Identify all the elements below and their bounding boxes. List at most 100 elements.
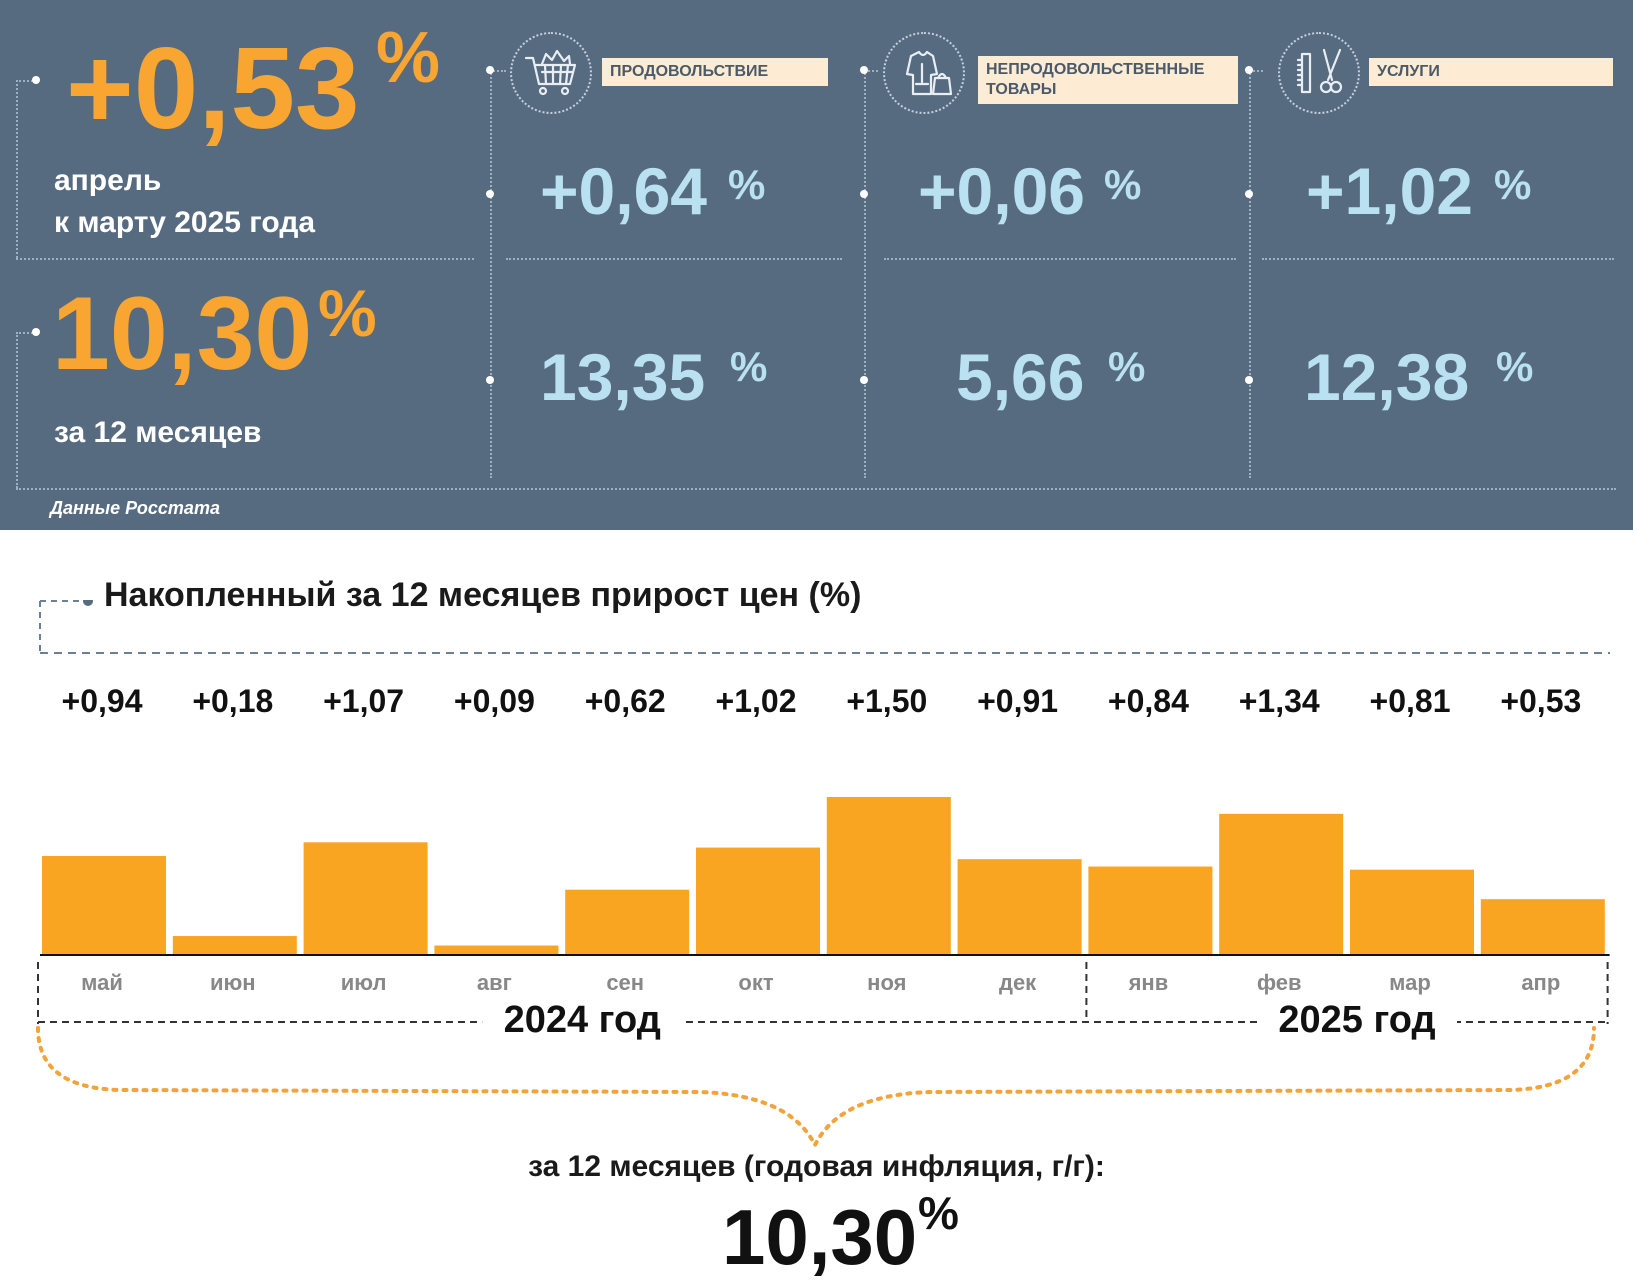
connector-line xyxy=(16,80,18,258)
food-annual-unit: % xyxy=(730,343,768,390)
bar-апр xyxy=(1480,899,1605,955)
value-label-дек: +0,91 xyxy=(977,683,1058,719)
category-label-nonfood-line1: НЕПРОДОВОЛЬСТВЕННЫЕ xyxy=(986,61,1205,78)
bar-мар xyxy=(1350,869,1474,955)
category-label-services: УСЛУГИ xyxy=(1369,58,1613,86)
connector-dot xyxy=(32,328,40,336)
value-label-окт: +1,02 xyxy=(716,683,797,719)
divider-line xyxy=(884,258,1236,260)
value-label-май: +0,94 xyxy=(62,683,143,719)
column-divider xyxy=(864,70,866,478)
value-label-янв: +0,84 xyxy=(1108,683,1189,719)
bar-июл xyxy=(303,842,428,955)
annual-total-value: 10,30 xyxy=(722,1193,918,1281)
services-monthly-value: +1,02 xyxy=(1306,154,1473,228)
month-label-июн: июн xyxy=(210,970,256,995)
monthly-label-line2: к марту 2025 года xyxy=(54,206,316,239)
divider-line xyxy=(1262,258,1614,260)
connector-line xyxy=(16,80,36,82)
data-source: Данные Росстата xyxy=(50,498,220,518)
services-annual-value: 12,38 xyxy=(1304,340,1470,414)
food-annual-value: 13,35 xyxy=(540,340,706,414)
divider-line xyxy=(16,488,1616,490)
annual-total: 10,30 % xyxy=(0,1187,1633,1281)
year-label-0: 2024 год xyxy=(504,999,661,1041)
month-label-сен: сен xyxy=(606,970,644,995)
bar-сен xyxy=(565,889,690,955)
value-label-ноя: +1,50 xyxy=(846,683,927,719)
connector-line xyxy=(1249,70,1263,72)
connector-line xyxy=(16,332,36,334)
annual-total-unit: % xyxy=(918,1187,959,1239)
connector-dot xyxy=(486,376,494,384)
connector-dot xyxy=(32,76,40,84)
month-label-мар: мар xyxy=(1389,970,1431,995)
bar-янв xyxy=(1088,866,1213,955)
bar-авг xyxy=(434,945,559,955)
food-monthly-value: +0,64 xyxy=(540,154,707,228)
year-label-bg xyxy=(1257,995,1457,1041)
annual-brace xyxy=(36,1026,1596,1150)
month-label-май: май xyxy=(81,970,123,995)
nonfood-annual-unit: % xyxy=(1108,343,1146,390)
month-label-окт: окт xyxy=(738,970,773,995)
value-label-июл: +1,07 xyxy=(323,683,404,719)
connector-line xyxy=(864,70,878,72)
month-label-июл: июл xyxy=(341,970,387,995)
connector-dot xyxy=(860,66,868,74)
value-label-сен: +0,62 xyxy=(585,683,666,719)
value-label-июн: +0,18 xyxy=(192,683,273,719)
category-label-nonfood-line2: ТОВАРЫ xyxy=(986,81,1057,98)
annual-change-unit: % xyxy=(318,276,377,350)
bar-ноя xyxy=(826,797,951,955)
nonfood-monthly-unit: % xyxy=(1104,161,1142,208)
monthly-change-unit: % xyxy=(376,18,441,98)
connector-line xyxy=(490,70,506,72)
connector-dot xyxy=(860,376,868,384)
connector-dot xyxy=(486,190,494,198)
month-label-дек: дек xyxy=(999,970,1037,995)
connector-dot xyxy=(1245,66,1253,74)
connector-line xyxy=(16,332,18,488)
services-monthly-unit: % xyxy=(1494,161,1532,208)
summary-panel: +0,53 % апрель к марту 2025 года 10,30 %… xyxy=(0,0,1633,530)
monthly-change-value: +0,53 xyxy=(66,23,360,153)
bar-дек xyxy=(957,859,1082,955)
connector-dot xyxy=(1245,190,1253,198)
value-label-мар: +0,81 xyxy=(1370,683,1451,719)
monthly-label-line1: апрель xyxy=(54,164,162,197)
nonfood-annual-value: 5,66 xyxy=(956,340,1085,414)
services-annual-unit: % xyxy=(1496,343,1534,390)
bar-фев xyxy=(1219,813,1344,955)
column-divider xyxy=(490,70,492,478)
connector-dot xyxy=(1245,376,1253,384)
divider-line xyxy=(506,258,842,260)
bar-июн xyxy=(172,936,297,955)
shopping-cart-icon xyxy=(510,32,592,114)
category-label-food: ПРОДОВОЛЬСТВИЕ xyxy=(602,58,828,86)
bar-chart: +0,94 май +0,18 июн +1,07 июл +0,09 авг +0,62 сен… xyxy=(36,600,1610,1150)
value-label-апр: +0,53 xyxy=(1500,683,1581,719)
food-monthly-unit: % xyxy=(728,161,766,208)
bar-окт xyxy=(696,847,820,955)
comb-scissors-icon xyxy=(1278,32,1360,114)
bar-май xyxy=(42,855,166,955)
month-label-апр: апр xyxy=(1521,970,1560,995)
annual-caption: за 12 месяцев (годовая инфляция, г/г): xyxy=(528,1150,1105,1183)
annual-label: за 12 месяцев xyxy=(54,416,262,449)
connector-dot xyxy=(860,190,868,198)
nonfood-monthly-value: +0,06 xyxy=(918,154,1085,228)
month-label-авг: авг xyxy=(477,970,512,995)
month-label-фев: фев xyxy=(1257,970,1302,995)
category-label-nonfood: НЕПРОДОВОЛЬСТВЕННЫЕ ТОВАРЫ xyxy=(978,56,1238,104)
year-label-1: 2025 год xyxy=(1278,999,1435,1041)
annual-change-value: 10,30 xyxy=(52,276,313,392)
month-label-янв: янв xyxy=(1128,970,1169,995)
month-label-ноя: ноя xyxy=(867,970,906,995)
year-label-bg xyxy=(482,995,683,1041)
column-divider xyxy=(1249,70,1251,478)
clothing-bag-icon xyxy=(883,32,965,114)
chart-title: Накопленный за 12 месяцев прирост цен (%… xyxy=(104,576,862,614)
title-dot xyxy=(83,600,93,606)
value-label-фев: +1,34 xyxy=(1239,683,1320,719)
